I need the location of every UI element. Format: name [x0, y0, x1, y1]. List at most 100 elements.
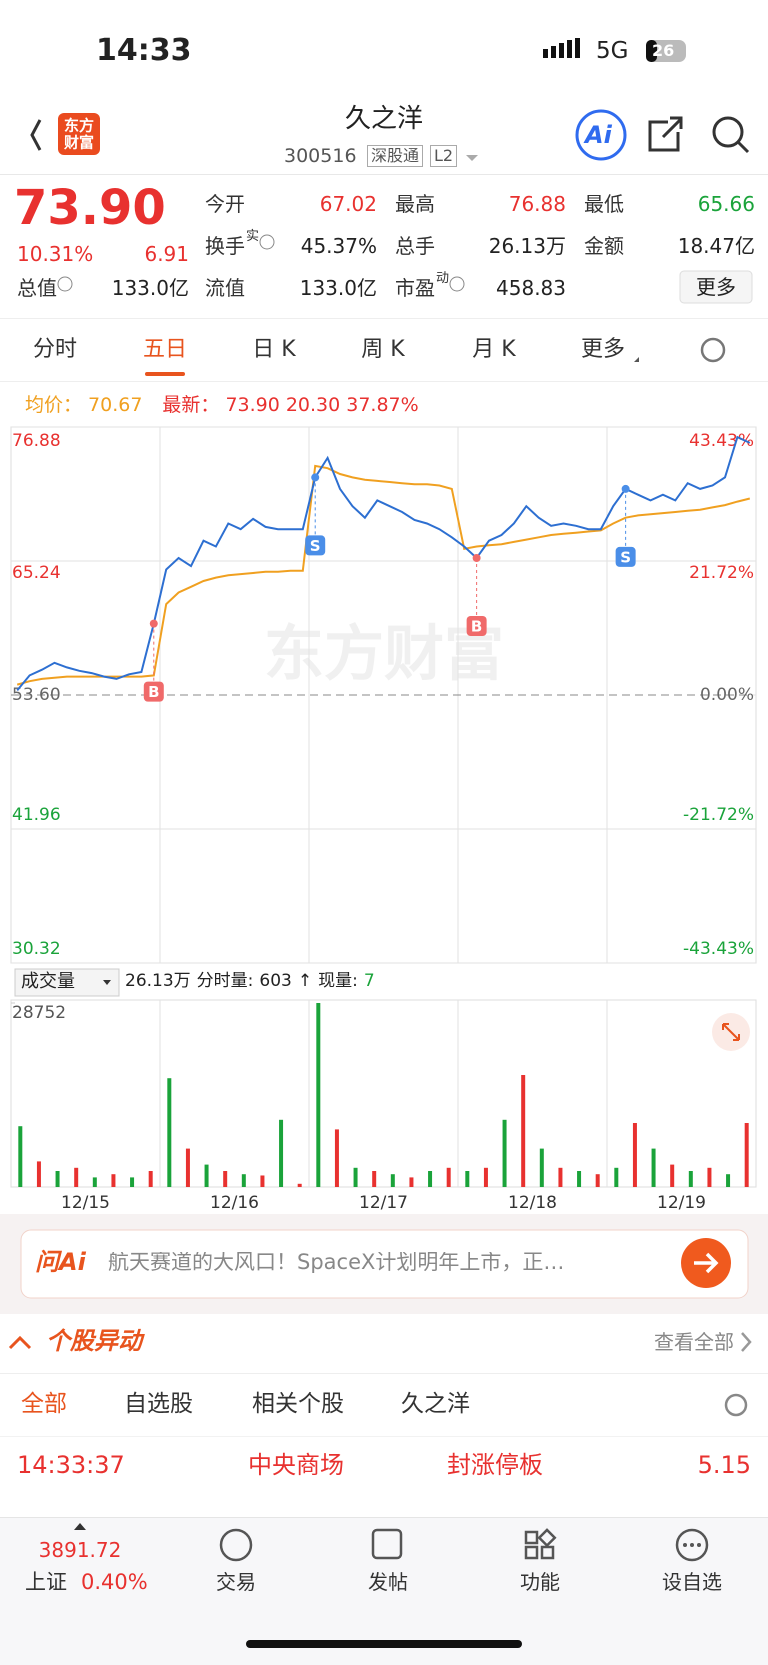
signal — [543, 38, 580, 58]
ai-banner[interactable] — [20, 1229, 749, 1299]
event-cell: 14:33:37 — [17, 1451, 125, 1479]
change: 6.91 — [144, 242, 189, 266]
logo-text: 东方 — [64, 117, 94, 135]
volume-bar — [521, 1075, 526, 1187]
trade-badge — [615, 546, 636, 567]
clock: 14:33 — [96, 33, 192, 68]
function-icon[interactable] — [524, 1528, 557, 1560]
volume-bar — [744, 1123, 749, 1187]
y2-tick-label: 21.72% — [689, 563, 754, 583]
view-all: 查看全部 — [654, 1330, 734, 1354]
y-tick-label: 65.24 — [12, 563, 61, 583]
info-icon — [57, 276, 73, 292]
search-icon[interactable] — [712, 116, 744, 148]
volume-bar — [670, 1164, 675, 1187]
selector-box[interactable] — [14, 968, 120, 997]
volume-info: 7 — [363, 971, 375, 991]
watch-icon[interactable] — [675, 1528, 709, 1562]
volume-bar — [111, 1174, 116, 1187]
tab: 月 K — [472, 337, 516, 362]
chevron — [741, 1332, 752, 1352]
field-value: 65.66 — [697, 192, 755, 216]
divider — [0, 1517, 768, 1518]
y-tick-label: 28752 — [12, 1003, 66, 1023]
nav-item: 功能 — [520, 1570, 560, 1594]
volume-bar — [36, 1161, 41, 1187]
field-label: 金额 — [584, 234, 624, 258]
expand-icon — [722, 1023, 740, 1041]
field-value: 45.37% — [300, 234, 377, 258]
y-tick-label: 41.96 — [12, 805, 61, 825]
volume-bar — [483, 1167, 488, 1187]
y-tick-label: 76.88 — [12, 431, 61, 451]
field-label: 流值 — [205, 276, 245, 300]
tag: 深股通 — [367, 145, 424, 167]
logo-text: 财富 — [64, 134, 94, 152]
volume-bar — [614, 1167, 619, 1187]
nav-item: 发帖 — [368, 1570, 408, 1594]
section-title: 个股异动 — [46, 1327, 142, 1355]
index-value: 3891.72 — [38, 1538, 122, 1562]
divider — [0, 1436, 768, 1437]
post-icon[interactable] — [371, 1528, 403, 1560]
volume-bar — [726, 1174, 731, 1187]
volume-bar — [74, 1167, 79, 1187]
volume-bar — [651, 1148, 656, 1187]
field-value: 458.83 — [496, 276, 566, 300]
field-value: 133.0亿 — [299, 276, 377, 300]
y2-tick-label: -21.72% — [683, 805, 754, 825]
y2-tick-label: 0.00% — [700, 685, 754, 705]
x-tick-label: 12/15 — [61, 1193, 110, 1213]
volume-bar — [260, 1175, 265, 1187]
trade-badge — [466, 616, 487, 637]
field-value: 18.47亿 — [677, 234, 755, 258]
trade-label: S — [620, 548, 631, 566]
y2-tick-label: -43.43% — [683, 939, 754, 959]
info-icon — [449, 276, 465, 292]
dot — [683, 1543, 687, 1547]
more-button[interactable] — [679, 270, 753, 304]
sub-tab: 全部 — [21, 1391, 67, 1417]
volume-bar — [632, 1123, 637, 1187]
collapse-icon[interactable] — [8, 1335, 32, 1350]
legend-item: 73.90 — [225, 394, 280, 416]
event-cell: 封涨停板 — [447, 1451, 543, 1479]
x-tick-label: 12/19 — [657, 1193, 706, 1213]
volume-bar — [92, 1177, 97, 1187]
dropdown[interactable] — [466, 155, 478, 161]
volume-bar — [577, 1171, 582, 1187]
tab-underline — [145, 372, 185, 376]
volume-bar — [372, 1171, 377, 1187]
row: 26.13万 分时量: 603 ↑ 现量: 7 — [125, 973, 375, 990]
trade-label: S — [310, 537, 321, 555]
settings-icon[interactable] — [724, 1393, 748, 1417]
back-icon[interactable] — [30, 119, 42, 151]
settings-icon[interactable] — [700, 337, 726, 363]
battery-level — [646, 40, 657, 62]
tab: 分时 — [32, 337, 77, 362]
volume-info: 分时量: — [196, 971, 254, 991]
triangle — [74, 1523, 86, 1530]
divider — [0, 318, 768, 319]
volume-bar — [167, 1078, 172, 1187]
nav-item: 设自选 — [662, 1570, 722, 1594]
field-label: 换手 — [205, 234, 245, 258]
trade-point — [621, 484, 630, 493]
volume-info: 603 — [259, 971, 292, 991]
search-handle — [736, 140, 750, 154]
logo-bg — [58, 113, 100, 155]
dropdown — [634, 357, 639, 362]
volume-bar — [279, 1119, 284, 1187]
change-pct: 10.31% — [17, 242, 94, 266]
network: 5G — [596, 38, 629, 64]
info-icon — [259, 234, 275, 250]
volume-bar — [55, 1171, 60, 1187]
legend-item: 70.67 — [88, 394, 143, 416]
share-icon[interactable] — [648, 116, 683, 152]
trade-icon[interactable] — [219, 1528, 253, 1562]
stock-name: 久之洋 — [344, 104, 423, 134]
x-tick-label: 12/18 — [508, 1193, 557, 1213]
volume-bar — [539, 1148, 544, 1187]
ai-button[interactable] — [575, 109, 627, 161]
